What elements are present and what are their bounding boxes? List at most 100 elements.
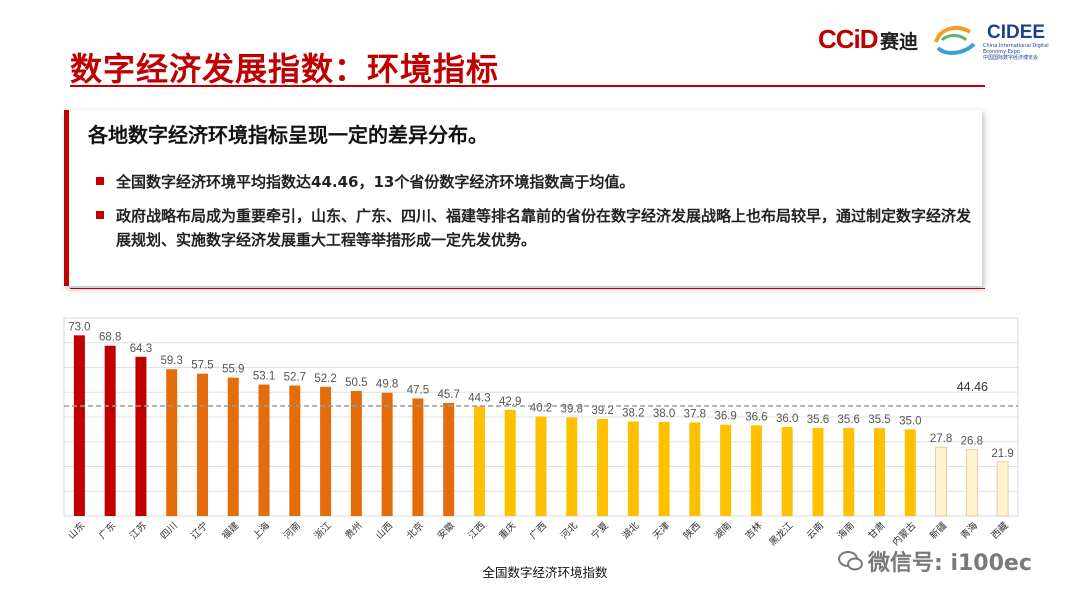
value-label: 73.0 bbox=[68, 321, 90, 333]
tick-label: 内蒙古 bbox=[890, 519, 919, 548]
tick-label: 山东 bbox=[66, 520, 88, 542]
bar-24 bbox=[812, 427, 824, 516]
value-label: 35.6 bbox=[807, 414, 829, 426]
bar-17 bbox=[597, 418, 609, 516]
bar-9 bbox=[350, 391, 362, 516]
bar-10 bbox=[381, 392, 393, 516]
value-label: 45.7 bbox=[437, 389, 459, 401]
page-title: 数字经济发展指数：环境指标 bbox=[70, 50, 500, 88]
value-label: 53.1 bbox=[253, 371, 275, 383]
value-label: 50.5 bbox=[345, 377, 367, 389]
bar-1 bbox=[104, 345, 116, 516]
bar-22 bbox=[750, 425, 762, 516]
value-label: 38.0 bbox=[653, 408, 675, 420]
bar-30 bbox=[996, 461, 1009, 517]
tick-label: 黑龙江 bbox=[767, 519, 796, 548]
value-label: 40.2 bbox=[530, 403, 552, 415]
value-label: 21.9 bbox=[991, 448, 1013, 460]
value-label: 37.8 bbox=[684, 408, 706, 420]
bar-7 bbox=[289, 385, 301, 516]
tick-label: 天津 bbox=[651, 520, 673, 542]
value-label: 55.9 bbox=[222, 364, 244, 376]
x-axis-title: 全国数字经济环境指数 bbox=[482, 565, 608, 580]
bar-chart: 73.0 山东 68.8 广东 64.3 江苏 59.3 四川 57.5 辽宁 55.9 福建 53.1… bbox=[63, 317, 1019, 580]
ccid-logo-cn: 赛迪 bbox=[880, 31, 919, 53]
tick-label: 陕西 bbox=[681, 520, 703, 542]
bar-6 bbox=[258, 384, 270, 516]
tick-label: 江苏 bbox=[127, 519, 149, 541]
title-divider bbox=[70, 85, 985, 87]
tick-label: 宁夏 bbox=[589, 519, 611, 541]
cidee-logo-icon bbox=[934, 25, 976, 55]
bar-18 bbox=[627, 421, 639, 516]
tick-label: 新疆 bbox=[927, 519, 949, 541]
tick-label: 海南 bbox=[835, 520, 857, 542]
bullet-1: 全国数字经济环境平均指数达44.46，13个省份数字经济环境指数高于均值。 bbox=[116, 173, 635, 191]
bar-5 bbox=[227, 377, 239, 516]
tick-label: 浙江 bbox=[312, 519, 334, 541]
tick-label: 河南 bbox=[281, 520, 303, 542]
value-label: 35.5 bbox=[868, 414, 890, 426]
value-label: 44.3 bbox=[468, 392, 490, 404]
cidee-sub-cn: 中国国际数字经济博览会 bbox=[983, 55, 1039, 61]
tick-label: 广西 bbox=[527, 520, 549, 542]
value-label: 39.2 bbox=[591, 405, 613, 417]
tick-label: 湖南 bbox=[712, 520, 734, 542]
wechat-watermark: 微信号: i100ec bbox=[868, 551, 1032, 576]
tick-label: 重庆 bbox=[496, 519, 518, 541]
bar-12 bbox=[443, 402, 455, 516]
value-label: 35.6 bbox=[838, 414, 860, 426]
bar-11 bbox=[412, 398, 424, 516]
bar-3 bbox=[166, 369, 178, 516]
bar-26 bbox=[874, 428, 886, 516]
tick-label: 福建 bbox=[219, 519, 241, 541]
tick-label: 江西 bbox=[466, 520, 487, 541]
value-label: 27.8 bbox=[930, 433, 952, 445]
bar-19 bbox=[658, 421, 670, 516]
tick-label: 云南 bbox=[804, 520, 826, 542]
value-label: 47.5 bbox=[407, 384, 429, 396]
bar-4 bbox=[196, 373, 208, 516]
tick-label: 吉林 bbox=[743, 519, 765, 541]
cidee-logo-text: CIDEE bbox=[987, 22, 1046, 43]
tick-label: 安徽 bbox=[435, 519, 457, 541]
value-label: 26.8 bbox=[961, 436, 983, 448]
bar-8 bbox=[320, 386, 332, 516]
value-label: 36.9 bbox=[714, 411, 736, 423]
tick-label: 四川 bbox=[159, 520, 180, 541]
tick-label: 青海 bbox=[958, 519, 980, 541]
bullet-icon bbox=[96, 211, 104, 219]
bar-27 bbox=[904, 429, 916, 516]
bar-15 bbox=[535, 416, 547, 516]
bar-0 bbox=[73, 335, 85, 516]
value-label: 42.9 bbox=[499, 396, 521, 408]
wechat-icon bbox=[838, 551, 863, 571]
average-label: 44.46 bbox=[957, 380, 988, 394]
tick-label: 河北 bbox=[558, 519, 580, 541]
tick-label: 山西 bbox=[374, 520, 395, 541]
bullet-2: 政府战略布局成为重要牵引，山东、广东、四川、福建等排名靠前的省份在数字经济发展战… bbox=[116, 207, 972, 249]
value-label: 64.3 bbox=[130, 343, 152, 355]
value-label: 38.2 bbox=[622, 407, 644, 419]
bar-21 bbox=[720, 424, 732, 516]
bar-20 bbox=[689, 422, 701, 516]
value-label: 49.8 bbox=[376, 379, 398, 391]
value-label: 36.0 bbox=[776, 413, 798, 425]
tick-label: 辽宁 bbox=[189, 520, 211, 542]
bar-14 bbox=[504, 409, 516, 516]
tick-label: 北京 bbox=[404, 520, 426, 542]
value-label: 57.5 bbox=[191, 360, 213, 372]
bar-13 bbox=[473, 406, 485, 516]
tick-label: 湖北 bbox=[620, 520, 642, 542]
value-label: 52.7 bbox=[284, 372, 306, 384]
bar-25 bbox=[843, 427, 855, 516]
cidee-logo-subtitle: China International Digital Economy Expo… bbox=[983, 43, 1069, 61]
tick-label: 西藏 bbox=[989, 519, 1011, 541]
tick-label: 贵州 bbox=[343, 520, 365, 542]
value-label: 52.2 bbox=[314, 373, 336, 385]
bar-28 bbox=[935, 446, 947, 517]
cidee-sub-en: China International Digital Economy Expo bbox=[983, 43, 1049, 55]
value-label: 35.0 bbox=[899, 415, 921, 427]
ccid-logo: CCiD bbox=[818, 24, 879, 54]
bar-23 bbox=[781, 426, 793, 516]
